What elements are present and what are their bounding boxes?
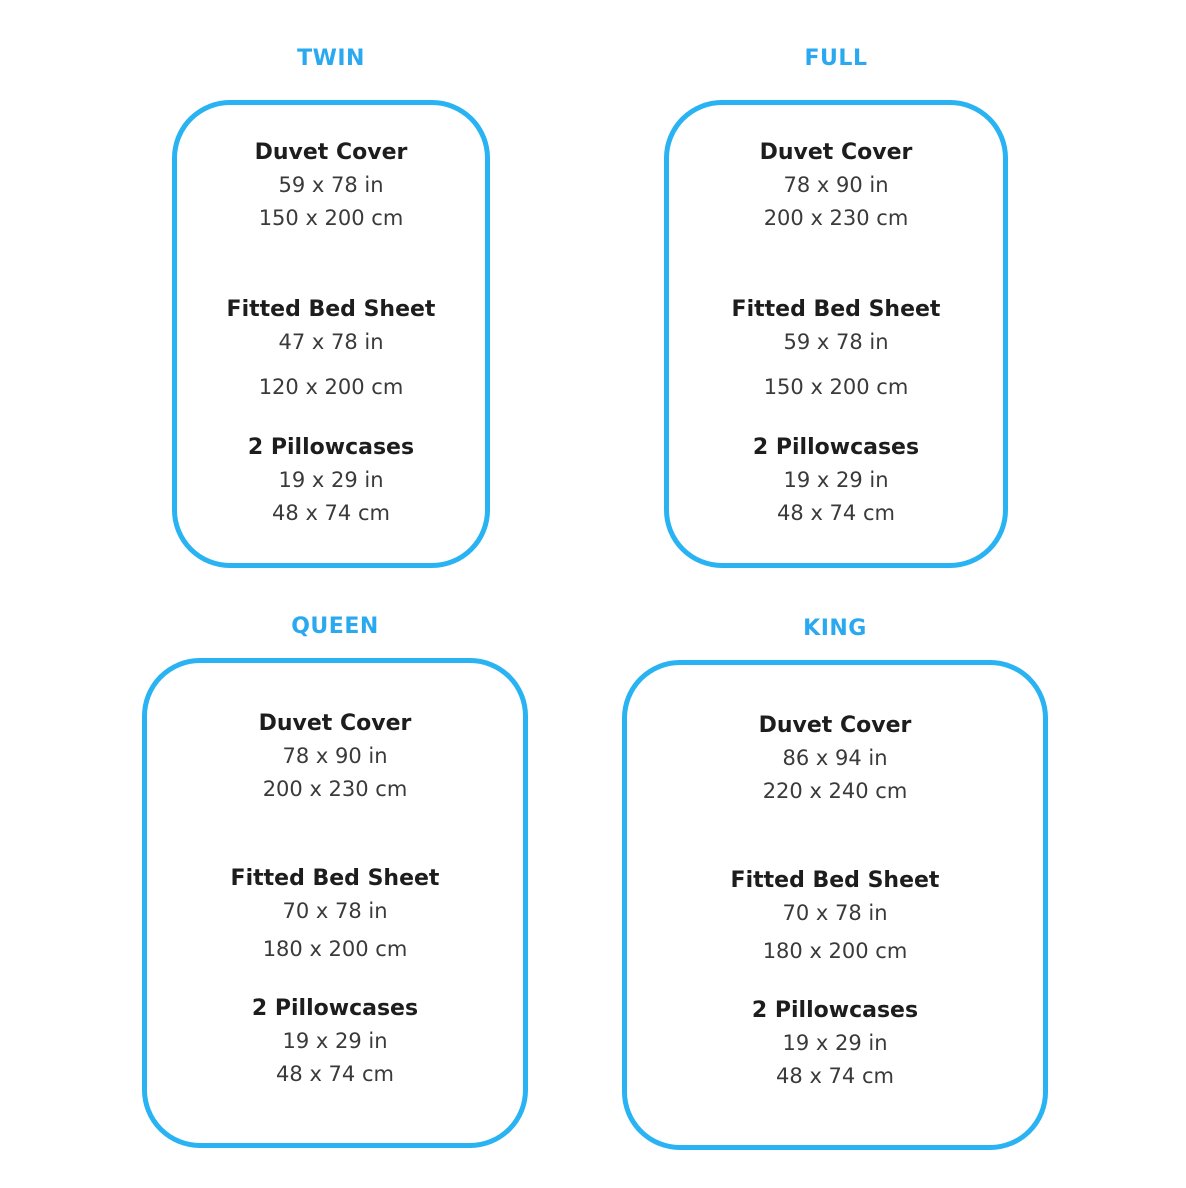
item-size-cm: 200 x 230 cm: [763, 206, 909, 230]
size-card-full: Duvet Cover 78 x 90 in 200 x 230 cm Fitt…: [664, 100, 1008, 568]
item-size-cm: 180 x 200 cm: [762, 939, 908, 963]
item-size-inches: 47 x 78 in: [278, 330, 384, 354]
duvet-cover-section: Duvet Cover 86 x 94 in 220 x 240 cm: [627, 709, 1043, 808]
size-title-king: KING: [803, 616, 867, 641]
item-size-inches: 78 x 90 in: [282, 744, 388, 768]
item-size-cm: 220 x 240 cm: [762, 779, 908, 803]
duvet-cover-section: Duvet Cover 78 x 90 in 200 x 230 cm: [669, 136, 1003, 235]
item-size-cm: 150 x 200 cm: [763, 375, 909, 399]
size-panel-full: FULL Duvet Cover 78 x 90 in 200 x 230 cm…: [664, 46, 1008, 568]
size-panel-queen: QUEEN Duvet Cover 78 x 90 in 200 x 230 c…: [142, 614, 528, 1148]
pillowcases-section: 2 Pillowcases 19 x 29 in 48 x 74 cm: [669, 431, 1003, 530]
pillowcases-section: 2 Pillowcases 19 x 29 in 48 x 74 cm: [627, 994, 1043, 1093]
size-panel-twin: TWIN Duvet Cover 59 x 78 in 150 x 200 cm…: [172, 46, 490, 568]
item-size-cm: 48 x 74 cm: [777, 501, 895, 525]
item-size-cm: 200 x 230 cm: [262, 777, 408, 801]
item-label: 2 Pillowcases: [251, 996, 419, 1021]
item-size-cm: 48 x 74 cm: [776, 1064, 894, 1088]
item-label: Duvet Cover: [759, 140, 913, 165]
pillowcases-section: 2 Pillowcases 19 x 29 in 48 x 74 cm: [177, 431, 485, 530]
item-label: Fitted Bed Sheet: [226, 297, 436, 322]
item-size-cm: 48 x 74 cm: [272, 501, 390, 525]
item-label: 2 Pillowcases: [751, 998, 919, 1023]
item-size-inches: 86 x 94 in: [782, 746, 888, 770]
item-label: 2 Pillowcases: [752, 435, 920, 460]
item-size-cm: 180 x 200 cm: [262, 937, 408, 961]
size-card-twin: Duvet Cover 59 x 78 in 150 x 200 cm Fitt…: [172, 100, 490, 568]
fitted-sheet-section: Fitted Bed Sheet 59 x 78 in 150 x 200 cm: [669, 293, 1003, 404]
fitted-sheet-section: Fitted Bed Sheet 70 x 78 in 180 x 200 cm: [627, 864, 1043, 968]
item-label: Duvet Cover: [258, 711, 412, 736]
item-size-cm: 150 x 200 cm: [258, 206, 404, 230]
size-title-queen: QUEEN: [291, 614, 379, 639]
item-size-inches: 78 x 90 in: [783, 173, 889, 197]
size-card-king: Duvet Cover 86 x 94 in 220 x 240 cm Fitt…: [622, 660, 1048, 1150]
item-label: Fitted Bed Sheet: [731, 297, 941, 322]
item-size-inches: 19 x 29 in: [783, 468, 889, 492]
duvet-cover-section: Duvet Cover 59 x 78 in 150 x 200 cm: [177, 136, 485, 235]
size-card-queen: Duvet Cover 78 x 90 in 200 x 230 cm Fitt…: [142, 658, 528, 1148]
pillowcases-section: 2 Pillowcases 19 x 29 in 48 x 74 cm: [147, 992, 523, 1091]
item-size-inches: 59 x 78 in: [783, 330, 889, 354]
size-panel-king: KING Duvet Cover 86 x 94 in 220 x 240 cm…: [622, 616, 1048, 1150]
item-size-inches: 19 x 29 in: [278, 468, 384, 492]
item-size-inches: 59 x 78 in: [278, 173, 384, 197]
item-label: 2 Pillowcases: [247, 435, 415, 460]
item-size-inches: 19 x 29 in: [282, 1029, 388, 1053]
item-size-cm: 120 x 200 cm: [258, 375, 404, 399]
item-label: Duvet Cover: [254, 140, 408, 165]
fitted-sheet-section: Fitted Bed Sheet 47 x 78 in 120 x 200 cm: [177, 293, 485, 404]
size-title-full: FULL: [804, 46, 868, 71]
duvet-cover-section: Duvet Cover 78 x 90 in 200 x 230 cm: [147, 707, 523, 806]
item-size-inches: 19 x 29 in: [782, 1031, 888, 1055]
item-size-cm: 48 x 74 cm: [276, 1062, 394, 1086]
item-size-inches: 70 x 78 in: [282, 899, 388, 923]
item-label: Duvet Cover: [758, 713, 912, 738]
fitted-sheet-section: Fitted Bed Sheet 70 x 78 in 180 x 200 cm: [147, 862, 523, 966]
size-title-twin: TWIN: [297, 46, 365, 71]
item-label: Fitted Bed Sheet: [730, 868, 940, 893]
item-size-inches: 70 x 78 in: [782, 901, 888, 925]
item-label: Fitted Bed Sheet: [230, 866, 440, 891]
